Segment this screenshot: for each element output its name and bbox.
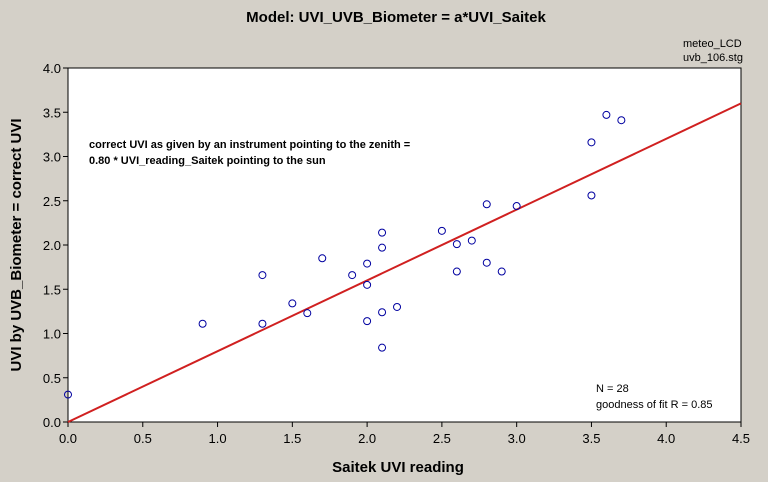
data-point — [363, 317, 372, 326]
data-point — [288, 299, 297, 308]
x-tick-label: 3.5 — [582, 431, 600, 446]
data-point — [303, 309, 312, 318]
data-point — [258, 271, 267, 280]
note-line-1: meteo_LCD — [683, 38, 742, 50]
data-point — [467, 236, 476, 245]
y-tick-label: 0.5 — [43, 371, 61, 386]
x-tick-label: 3.0 — [508, 431, 526, 446]
data-point — [437, 226, 446, 235]
data-point — [363, 259, 372, 268]
x-tick-label: 1.5 — [283, 431, 301, 446]
annotation-line-1: correct UVI as given by an instrument po… — [89, 139, 410, 151]
y-axis: 0.0 0.5 1.0 1.5 2.0 2.5 3.0 3.5 4.0 — [43, 61, 68, 430]
x-tick-label: 4.0 — [657, 431, 675, 446]
points-layer — [64, 110, 626, 399]
stats-n: N = 28 — [596, 383, 629, 395]
y-tick-label: 3.5 — [43, 105, 61, 120]
data-point — [587, 138, 596, 147]
y-tick-label: 2.5 — [43, 194, 61, 209]
data-point — [363, 280, 372, 289]
plot-area — [67, 67, 742, 423]
y-tick-label: 2.0 — [43, 238, 61, 253]
x-axis-label: Saitek UVI reading — [332, 459, 464, 476]
y-tick-label: 4.0 — [43, 61, 61, 76]
annotation-line-2: 0.80 * UVI_reading_Saitek pointing to th… — [89, 155, 326, 167]
fit-line — [67, 102, 742, 423]
data-point — [482, 200, 491, 209]
data-point — [482, 258, 491, 267]
x-tick-label: 0.0 — [59, 431, 77, 446]
stats-r: goodness of fit R = 0.85 — [596, 399, 713, 411]
y-tick-label: 1.0 — [43, 327, 61, 342]
x-tick-label: 2.5 — [433, 431, 451, 446]
note-line-2: uvb_106.stg — [683, 52, 743, 64]
data-point — [378, 243, 387, 252]
data-point — [602, 110, 611, 119]
x-tick-label: 2.0 — [358, 431, 376, 446]
x-tick-label: 4.5 — [732, 431, 750, 446]
y-tick-label: 1.5 — [43, 282, 61, 297]
x-axis: 0.0 0.5 1.0 1.5 2.0 2.5 3.0 3.5 4.0 4.5 — [59, 422, 750, 446]
data-point — [512, 202, 521, 211]
data-point — [198, 319, 207, 328]
x-tick-label: 0.5 — [134, 431, 152, 446]
x-tick-label: 1.0 — [209, 431, 227, 446]
data-point — [318, 254, 327, 263]
data-point — [378, 308, 387, 317]
data-point — [258, 319, 267, 328]
data-point — [64, 390, 72, 399]
fit-line-layer — [67, 102, 742, 423]
data-point — [378, 343, 387, 352]
data-point — [497, 267, 506, 276]
data-point — [452, 267, 461, 276]
data-point — [452, 240, 461, 249]
data-point — [348, 271, 357, 280]
data-point — [378, 228, 387, 237]
data-point — [587, 191, 596, 200]
y-tick-label: 0.0 — [43, 415, 61, 430]
data-point — [617, 116, 626, 125]
data-point — [393, 302, 402, 311]
chart-title: Model: UVI_UVB_Biometer = a*UVI_Saitek — [246, 9, 546, 26]
y-tick-label: 3.0 — [43, 150, 61, 165]
y-axis-label: UVI by UVB_Biometer = correct UVI — [8, 118, 25, 371]
